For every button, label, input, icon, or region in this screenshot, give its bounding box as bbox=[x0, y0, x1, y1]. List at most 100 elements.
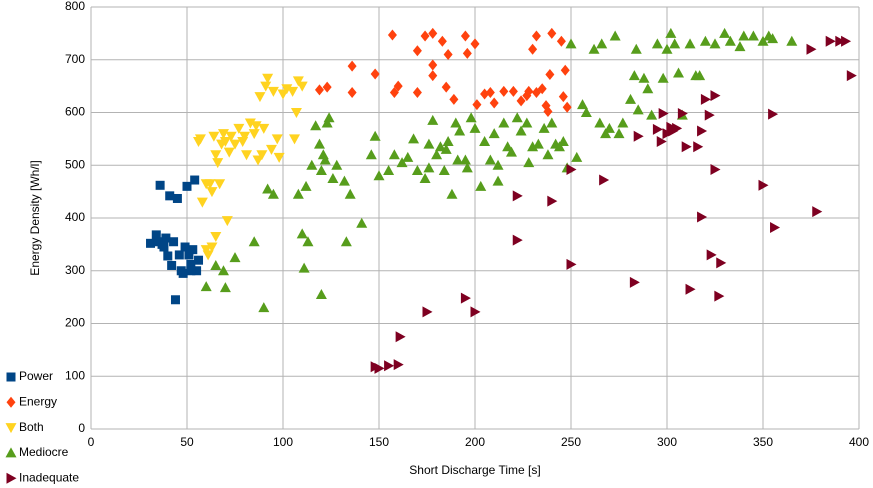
data-point bbox=[420, 30, 430, 42]
data-point bbox=[338, 175, 350, 186]
data-point bbox=[347, 86, 357, 98]
data-point bbox=[217, 129, 229, 140]
data-point bbox=[656, 136, 667, 148]
data-point bbox=[488, 128, 500, 139]
data-point bbox=[428, 70, 438, 82]
data-point bbox=[427, 114, 439, 125]
data-point bbox=[219, 137, 231, 148]
x-tick-label: 300 bbox=[657, 435, 677, 449]
data-point bbox=[258, 123, 270, 134]
data-point bbox=[531, 30, 541, 42]
data-point bbox=[260, 81, 272, 92]
data-point bbox=[163, 251, 173, 261]
x-tick-label: 400 bbox=[849, 435, 869, 449]
data-point bbox=[658, 108, 669, 120]
data-point bbox=[646, 109, 658, 120]
data-point bbox=[841, 35, 852, 47]
data-point bbox=[505, 146, 517, 157]
data-point bbox=[384, 360, 395, 372]
data-point bbox=[545, 69, 555, 81]
data-point bbox=[373, 170, 385, 181]
data-point bbox=[681, 141, 692, 153]
data-point bbox=[651, 38, 663, 49]
data-point bbox=[672, 122, 683, 134]
data-point bbox=[443, 48, 453, 60]
data-point bbox=[485, 86, 495, 98]
data-point bbox=[757, 35, 769, 46]
data-point bbox=[532, 138, 544, 149]
data-point bbox=[537, 83, 547, 95]
data-point bbox=[512, 234, 523, 246]
data-point bbox=[256, 150, 268, 161]
data-point bbox=[638, 72, 650, 83]
data-point bbox=[327, 172, 339, 183]
data-point bbox=[562, 101, 572, 113]
data-point bbox=[182, 181, 192, 191]
y-tick-label: 0 bbox=[78, 421, 85, 435]
data-point bbox=[685, 283, 696, 295]
data-point bbox=[310, 120, 322, 131]
data-point bbox=[479, 136, 491, 147]
data-point bbox=[194, 134, 206, 145]
data-point bbox=[331, 159, 343, 170]
data-point bbox=[428, 59, 438, 71]
data-point bbox=[454, 125, 466, 136]
data-point bbox=[217, 265, 229, 276]
x-tick-label: 0 bbox=[88, 435, 95, 449]
data-point bbox=[298, 262, 310, 273]
data-point bbox=[599, 174, 610, 186]
data-point bbox=[512, 190, 523, 202]
data-point bbox=[508, 85, 518, 97]
data-point bbox=[428, 27, 438, 39]
data-point bbox=[289, 134, 301, 145]
data-point bbox=[395, 331, 406, 343]
data-point bbox=[422, 306, 433, 318]
legend-label: Mediocre bbox=[19, 445, 69, 459]
data-point bbox=[347, 60, 357, 72]
data-point bbox=[724, 35, 736, 46]
data-point bbox=[450, 117, 462, 128]
data-point bbox=[161, 233, 171, 243]
data-point bbox=[470, 38, 480, 50]
data-point bbox=[524, 85, 534, 97]
data-point bbox=[489, 97, 499, 109]
data-point bbox=[492, 159, 504, 170]
data-point bbox=[389, 86, 399, 98]
data-point bbox=[167, 260, 177, 270]
data-point bbox=[460, 30, 470, 42]
data-point bbox=[423, 138, 435, 149]
data-point bbox=[566, 258, 577, 270]
data-point bbox=[767, 33, 779, 44]
data-point bbox=[528, 43, 538, 55]
data-point bbox=[546, 117, 558, 128]
data-point bbox=[693, 141, 704, 153]
data-point bbox=[577, 99, 589, 110]
data-point bbox=[835, 35, 846, 47]
data-point bbox=[258, 302, 270, 313]
data-point bbox=[208, 131, 220, 142]
data-point bbox=[431, 149, 443, 160]
data-point bbox=[248, 129, 260, 140]
data-point bbox=[547, 27, 557, 39]
data-point bbox=[265, 144, 277, 155]
data-point bbox=[178, 268, 188, 278]
legend-label: Inadequate bbox=[19, 470, 79, 484]
data-point bbox=[652, 123, 663, 135]
data-point bbox=[290, 108, 302, 118]
legend-marker bbox=[6, 372, 16, 382]
data-point bbox=[632, 104, 644, 115]
data-point bbox=[200, 281, 212, 292]
data-point bbox=[714, 290, 725, 302]
data-point bbox=[617, 117, 629, 128]
data-point bbox=[673, 67, 685, 78]
y-tick-label: 700 bbox=[65, 52, 85, 66]
data-point bbox=[365, 149, 377, 160]
legend-label: Energy bbox=[19, 394, 57, 408]
data-point bbox=[469, 122, 481, 133]
data-point bbox=[438, 165, 450, 176]
data-point bbox=[151, 230, 161, 240]
data-point bbox=[558, 91, 568, 103]
data-point bbox=[383, 165, 395, 176]
data-point bbox=[393, 359, 404, 371]
